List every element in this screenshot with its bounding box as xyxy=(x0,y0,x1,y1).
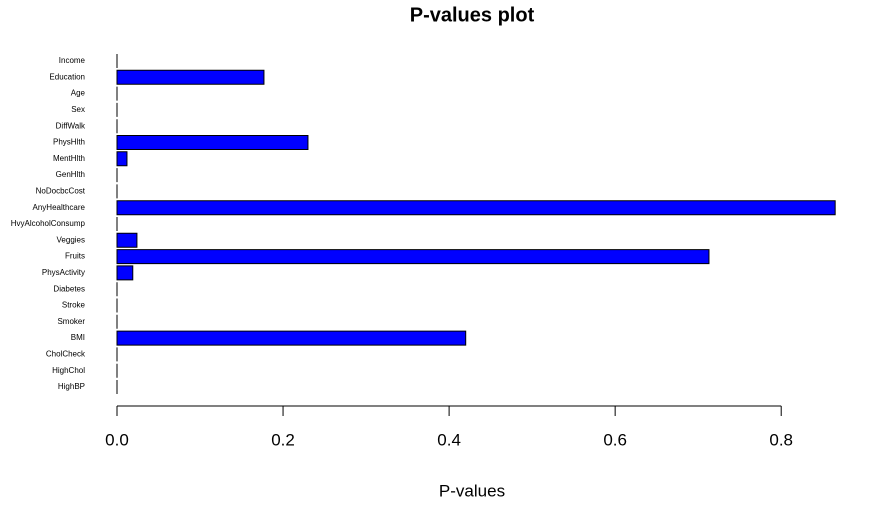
x-axis-label: P-values xyxy=(439,481,505,500)
y-tick-label: NoDocbcCost xyxy=(36,187,86,196)
x-tick-label: 0.0 xyxy=(105,430,129,449)
x-tick-label: 0.2 xyxy=(271,430,295,449)
y-tick-label: HighBP xyxy=(58,382,85,391)
y-tick-label: Diabetes xyxy=(53,284,85,293)
y-tick-label: Income xyxy=(59,56,86,65)
x-tick-label: 0.6 xyxy=(603,430,627,449)
y-tick-label: Smoker xyxy=(57,317,85,326)
y-tick-label: AnyHealthcare xyxy=(33,203,86,212)
chart-title: P-values plot xyxy=(410,4,535,26)
bar xyxy=(116,135,309,150)
y-tick-label: BMI xyxy=(71,333,85,342)
y-tick-label: Fruits xyxy=(65,252,85,261)
y-tick-label: MentHlth xyxy=(53,154,85,163)
y-tick-label: CholCheck xyxy=(46,350,86,359)
y-tick-label: GenHlth xyxy=(56,170,85,179)
bar xyxy=(116,330,467,346)
x-tick-label: 0.4 xyxy=(437,430,461,449)
y-tick-label: Veggies xyxy=(57,235,85,244)
bar xyxy=(116,265,134,281)
y-tick-label: Education xyxy=(49,72,85,81)
y-tick-label: DiffWalk xyxy=(56,121,86,130)
y-tick-label: HighChol xyxy=(52,366,85,375)
y-tick-label: PhysActivity xyxy=(42,268,85,277)
y-tick-label: Sex xyxy=(71,105,85,114)
y-tick-label: HvyAlcoholConsump xyxy=(11,219,86,228)
bar xyxy=(116,200,836,216)
x-tick-label: 0.8 xyxy=(769,430,793,449)
y-tick-label: Age xyxy=(71,89,86,98)
bar xyxy=(116,151,128,167)
bar xyxy=(116,232,138,248)
y-tick-label: PhysHlth xyxy=(53,138,85,147)
y-tick-label: Stroke xyxy=(62,301,86,310)
bar xyxy=(116,249,710,265)
bar xyxy=(116,69,265,85)
